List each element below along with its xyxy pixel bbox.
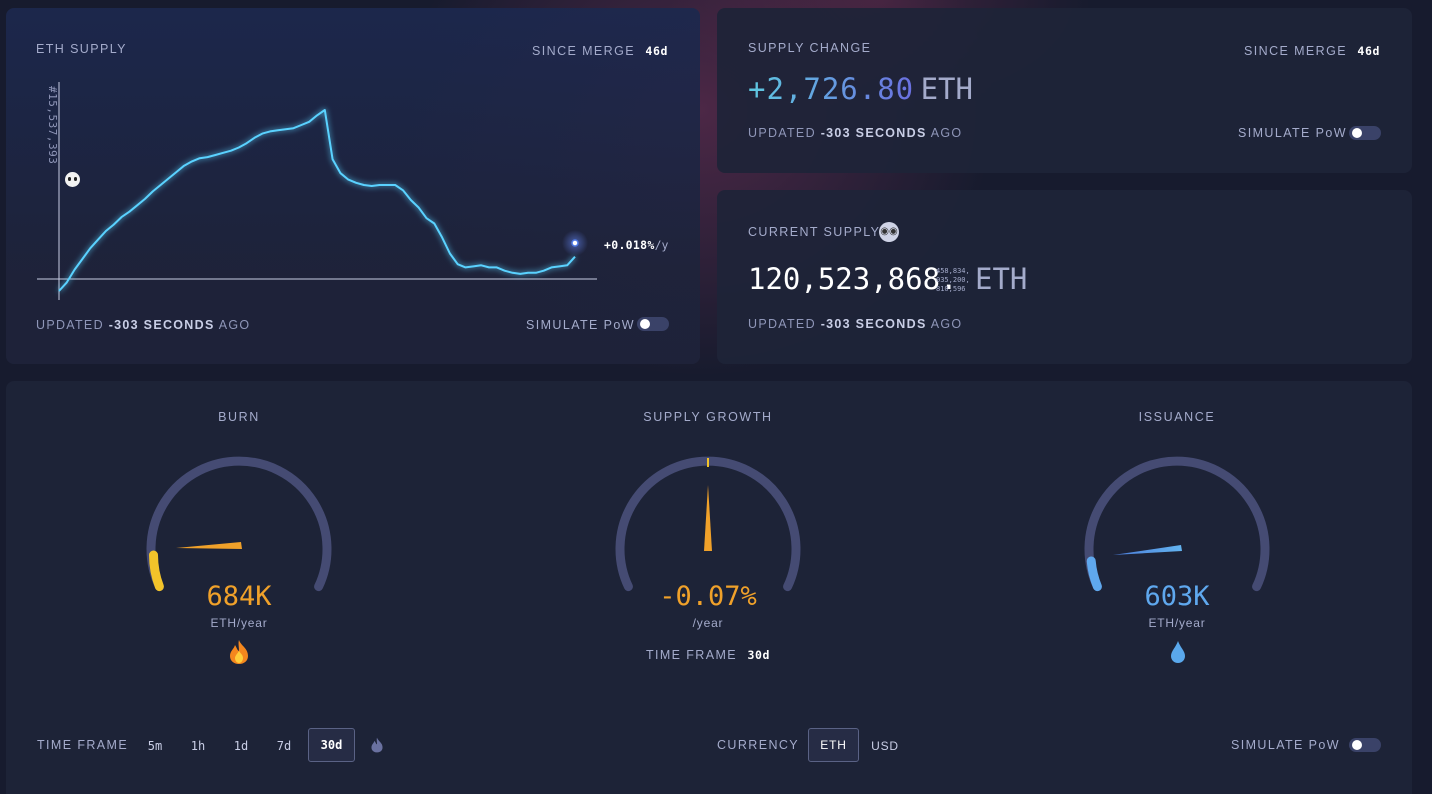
supply-growth-gauge [615,456,801,592]
since-burn-fire-svg [371,737,383,753]
supply-change-value-row: +2,726.80 ETH [748,72,973,106]
timeframe-30d[interactable]: 30d [308,728,355,762]
currency-label: CURRENCY [717,738,800,752]
droplet-icon-svg [1171,641,1185,663]
issuance-gauge-track [1084,456,1270,592]
decimals-line-1: 458,834, [936,267,970,275]
issuance-unit: ETH/year [1148,616,1206,630]
issuance-title: ISSUANCE [1138,410,1216,424]
since-merge-value: 46d [645,44,668,58]
since-merge-label: SINCE MERGE [1244,44,1347,58]
simulate-pow-label: SIMULATE PoW [1231,738,1340,752]
timeframe-7d[interactable]: 7d [276,739,292,753]
current-supply-title: CURRENT SUPPLY [748,225,881,239]
updated-value: -303 SECONDS [820,317,927,331]
updated-text: UPDATED -303 SECONDS AGO [36,318,250,332]
simulate-pow-toggle[interactable] [1349,738,1381,752]
timeframe-5m[interactable]: 5m [147,739,163,753]
currency-usd[interactable]: USD [871,739,899,753]
supply-change-card: SUPPLY CHANGE SINCE MERGE 46d +2,726.80 … [717,8,1412,173]
supply-change-title: SUPPLY CHANGE [748,41,872,55]
updated-text: UPDATED -303 SECONDS AGO [748,317,962,331]
since-merge-value: 46d [1357,44,1380,58]
decimals-line-3: 810,596 [936,285,966,293]
supply-line [58,109,576,292]
supply-change-value: +2,726.80 [748,72,915,106]
supply-growth-value: -0.07% [659,581,757,612]
updated-suffix: AGO [930,317,963,331]
rate-unit: /y [654,238,669,252]
simulate-pow-label: SIMULATE PoW [1238,126,1347,140]
burn-gauge-needle [176,542,242,549]
updated-value: -303 SECONDS [108,318,215,332]
simulate-pow-toggle[interactable] [637,317,669,331]
updated-prefix: UPDATED [36,318,104,332]
timeframe-1h[interactable]: 1h [190,739,206,753]
decimals-line-2: 035,200, [936,276,970,284]
supply-growth-title: SUPPLY GROWTH [643,410,773,424]
burn-value: 684K [206,581,272,612]
growth-timeframe: TIME FRAME 30d [608,646,808,664]
current-supply-decimals: 458,834, 035,200, 810,596 [936,267,970,294]
updated-text: UPDATED -303 SECONDS AGO [748,126,962,140]
burn-unit: ETH/year [210,616,268,630]
issuance-gauge [1084,456,1270,592]
fire-icon [228,639,250,665]
eth-supply-title: ETH SUPPLY [36,42,127,56]
burn-gauge [146,456,332,592]
issuance-value: 603K [1144,581,1210,612]
droplet-icon [1170,640,1186,664]
rate-value: +0.018% [604,238,655,252]
timeframe-1d[interactable]: 1d [233,739,249,753]
burn-gauge-track [146,456,332,592]
updated-suffix: AGO [218,318,251,332]
rate-label: +0.018%/y [604,236,668,254]
gauges-card: BURN 684K ETH/year SUPPLY GROWTH -0.07% … [6,381,1412,794]
supply-change-unit: ETH [920,72,973,106]
since-merge-label: SINCE MERGE [532,44,635,58]
growth-timeframe-value: 30d [747,648,771,662]
since-merge-badge: SINCE MERGE 46d [532,42,668,60]
current-supply-unit: ETH [975,262,1028,296]
burn-gauge-fill [149,550,164,592]
timeframe-label: TIME FRAME [37,738,129,752]
fire-icon-svg [230,640,248,664]
updated-value: -303 SECONDS [820,126,927,140]
current-supply-card: CURRENT SUPPLY ◉◉ 120,523,868. 458,834, … [717,190,1412,364]
burn-title: BURN [218,410,260,424]
block-number-label: #15,537,393 [46,86,59,165]
growth-timeframe-label: TIME FRAME [645,648,738,662]
chart-endpoint [571,239,579,247]
supply-series [58,109,576,292]
since-burn-fire-icon[interactable] [370,737,384,753]
supply-chart [37,82,597,300]
current-supply-value: 120,523,868. [748,262,958,296]
nerd-face-icon: ◉◉ [879,222,899,242]
simulate-pow-toggle[interactable] [1349,126,1381,140]
merge-panda-icon [65,172,80,187]
updated-prefix: UPDATED [748,126,816,140]
supply-growth-unit: /year [692,616,724,630]
updated-suffix: AGO [930,126,963,140]
issuance-gauge-needle [1113,545,1182,555]
since-merge-badge: SINCE MERGE 46d [1244,42,1380,60]
currency-eth[interactable]: ETH [808,728,859,762]
issuance-gauge-fill [1086,556,1102,592]
growth-gauge-needle [704,485,712,551]
eth-supply-card: ETH SUPPLY SINCE MERGE 46d #15,537,393 +… [6,8,700,364]
simulate-pow-label: SIMULATE PoW [526,318,635,332]
updated-prefix: UPDATED [748,317,816,331]
